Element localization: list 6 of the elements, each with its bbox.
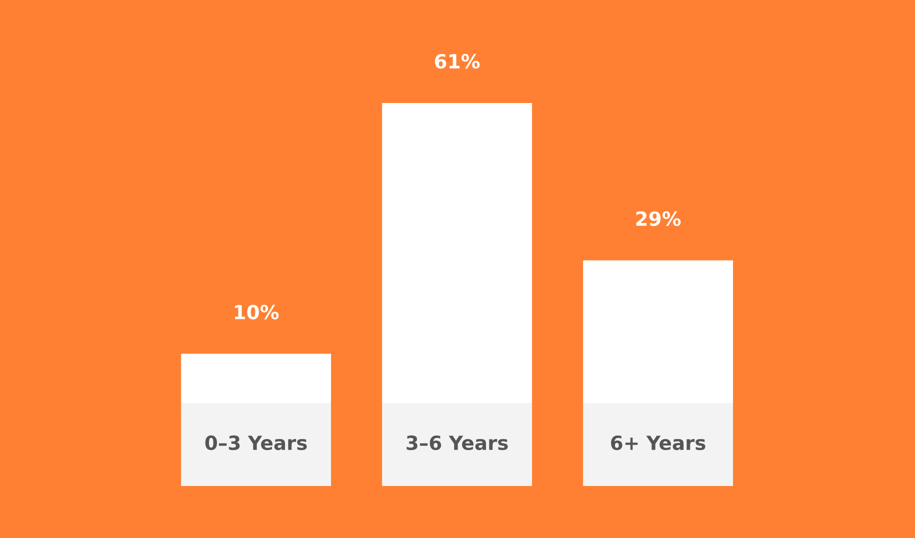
data-label: 10% [234, 304, 279, 320]
x-tick-label: 3–6 Years [406, 435, 508, 450]
data-label: 29% [636, 211, 681, 226]
x-tick-label: 0–3 Years [205, 435, 307, 450]
x-tick-label: 6+ Years [611, 435, 706, 450]
data-label: 61% [434, 54, 480, 69]
